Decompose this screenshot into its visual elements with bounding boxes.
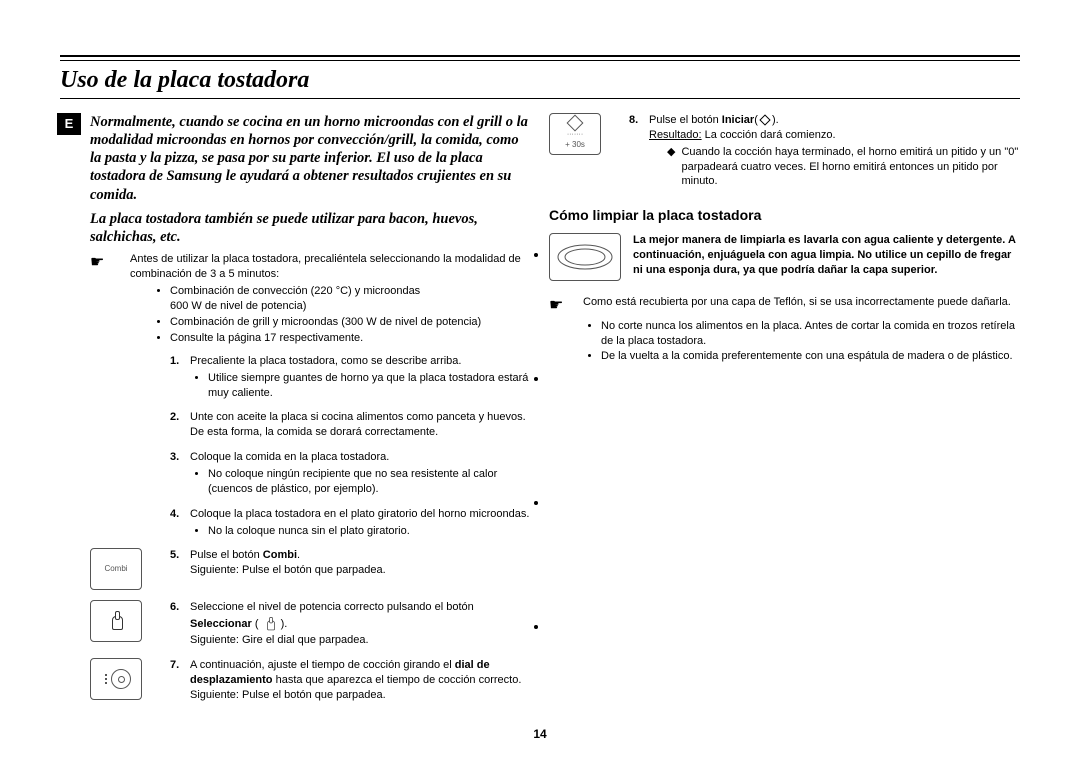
steps-area: 1. Precaliente la placa tostadora, como … [90, 354, 531, 703]
arrow-icon: ◆ [667, 145, 675, 190]
step-number: 1. [170, 354, 190, 369]
step-number: 2. [170, 410, 190, 425]
select-button-icon [90, 600, 142, 642]
cleaning-bold-text: La mejor manera de limpiarla es lavarla … [633, 233, 1020, 281]
result-text: La cocción dará comienzo. [702, 129, 836, 141]
pointer-icon: ☛ [90, 252, 130, 282]
combi-button-icon: Combi [90, 548, 142, 590]
step-text-pre: Seleccione el nivel de potencia correcto… [190, 601, 474, 613]
cleaning-heading: Cómo limpiar la placa tostadora [549, 207, 1020, 223]
teflon-note-row: ☛ Como está recubierta por una capa de T… [549, 295, 1020, 317]
two-column-layout: E Normalmente, cuando se cocina en un ho… [60, 113, 1020, 703]
step-after: Siguiente: Pulse el botón que parpadea. [190, 689, 386, 701]
step-8: ······· + 30s 8. Pulse el botón Iniciar(… [549, 113, 1020, 189]
list-item: Consulte la página 17 respectivamente. [170, 331, 531, 346]
step-text-post: ( ). [754, 114, 779, 126]
step-number: 6. [170, 600, 190, 615]
preheat-bullets: Combinación de convección (220 °C) y mic… [170, 284, 531, 346]
preheat-note-text: Antes de utilizar la placa tostadora, pr… [130, 252, 531, 282]
diamond-icon [567, 114, 584, 131]
step-5: Combi 5. Pulse el botón Combi. Siguiente… [90, 548, 531, 590]
step-after: Siguiente: Gire el dial que parpadea. [190, 634, 369, 646]
step-2: 2. Unte con aceite la placa si cocina al… [90, 410, 531, 440]
result-label: Resultado: [649, 129, 702, 141]
list-item: De la vuelta a la comida preferentemente… [601, 349, 1020, 364]
step-number: 7. [170, 658, 190, 673]
step-text-pre: A continuación, ajuste el tiempo de cocc… [190, 659, 455, 671]
step-text: Unte con aceite la placa si cocina alime… [190, 411, 526, 438]
arrow-text: Cuando la cocción haya terminado, el hor… [681, 145, 1020, 190]
list-item: No corte nunca los alimentos en la placa… [601, 319, 1020, 349]
top-rule [60, 55, 1020, 61]
plate-icon [556, 243, 614, 271]
dial-icon [111, 669, 131, 689]
teflon-note-text: Como está recubierta por una capa de Tef… [583, 295, 1020, 317]
plate-row: La mejor manera de limpiarla es lavarla … [549, 233, 1020, 281]
page-title: Uso de la placa tostadora [60, 67, 1020, 94]
hand-icon [264, 618, 275, 631]
step-text-post: hasta que aparezca el tiempo de cocción … [273, 674, 522, 686]
step-number: 5. [170, 548, 190, 563]
step-1: 1. Precaliente la placa tostadora, como … [90, 354, 531, 401]
teflon-bullets: No corte nunca los alimentos en la placa… [601, 319, 1020, 364]
title-underline [60, 98, 1020, 99]
hand-icon [108, 612, 124, 630]
preheat-note-row: ☛ Antes de utilizar la placa tostadora, … [90, 252, 531, 282]
start-icon-label: + 30s [565, 140, 585, 151]
step-number: 8. [629, 113, 649, 128]
step-text: Coloque la placa tostadora en el plato g… [190, 508, 529, 520]
start-button-icon: ······· + 30s [549, 113, 601, 155]
page-number: 14 [533, 727, 546, 741]
list-item: 600 W de nivel de potencia) [170, 299, 531, 314]
step-sub: No coloque ningún recipiente que no sea … [208, 467, 531, 497]
list-item: Combinación de convección (220 °C) y mic… [170, 284, 531, 299]
step-text-post: ( ). [252, 618, 288, 630]
step-text: Precaliente la placa tostadora, como se … [190, 355, 461, 367]
language-badge: E [57, 113, 81, 135]
step-bold: Combi [263, 549, 297, 561]
column-separator-dots [534, 253, 538, 629]
left-column: E Normalmente, cuando se cocina en un ho… [60, 113, 531, 703]
plate-illustration [549, 233, 621, 281]
step-text-pre: Pulse el botón [190, 549, 263, 561]
arrow-bullet: ◆ Cuando la cocción haya terminado, el h… [667, 145, 1020, 190]
intro-paragraph-1: Normalmente, cuando se cocina en un horn… [90, 113, 531, 204]
list-item: Combinación de grill y microondas (300 W… [170, 315, 531, 330]
step-sub: No la coloque nunca sin el plato girator… [208, 524, 531, 539]
step-number: 4. [170, 507, 190, 522]
step-text: Coloque la comida en la placa tostadora. [190, 451, 389, 463]
step-3: 3. Coloque la comida en la placa tostado… [90, 450, 531, 497]
intro-paragraph-2: La placa tostadora también se puede util… [90, 210, 531, 246]
dial-icon-box [90, 658, 142, 700]
right-column: ······· + 30s 8. Pulse el botón Iniciar(… [549, 113, 1020, 703]
step-text-post: . [297, 549, 300, 561]
step-4: 4. Coloque la placa tostadora en el plat… [90, 507, 531, 539]
step-6: 6. Seleccione el nivel de potencia corre… [90, 600, 531, 648]
step-text-pre: Pulse el botón [649, 114, 722, 126]
step-number: 3. [170, 450, 190, 465]
diamond-icon [759, 114, 770, 125]
step-sub: Utilice siempre guantes de horno ya que … [208, 371, 531, 401]
pointer-icon: ☛ [549, 295, 583, 317]
step-bold: Iniciar [722, 114, 754, 126]
step-bold: Seleccionar [190, 618, 252, 630]
step-7: 7. A continuación, ajuste el tiempo de c… [90, 658, 531, 703]
step-after: Siguiente: Pulse el botón que parpadea. [190, 564, 386, 576]
